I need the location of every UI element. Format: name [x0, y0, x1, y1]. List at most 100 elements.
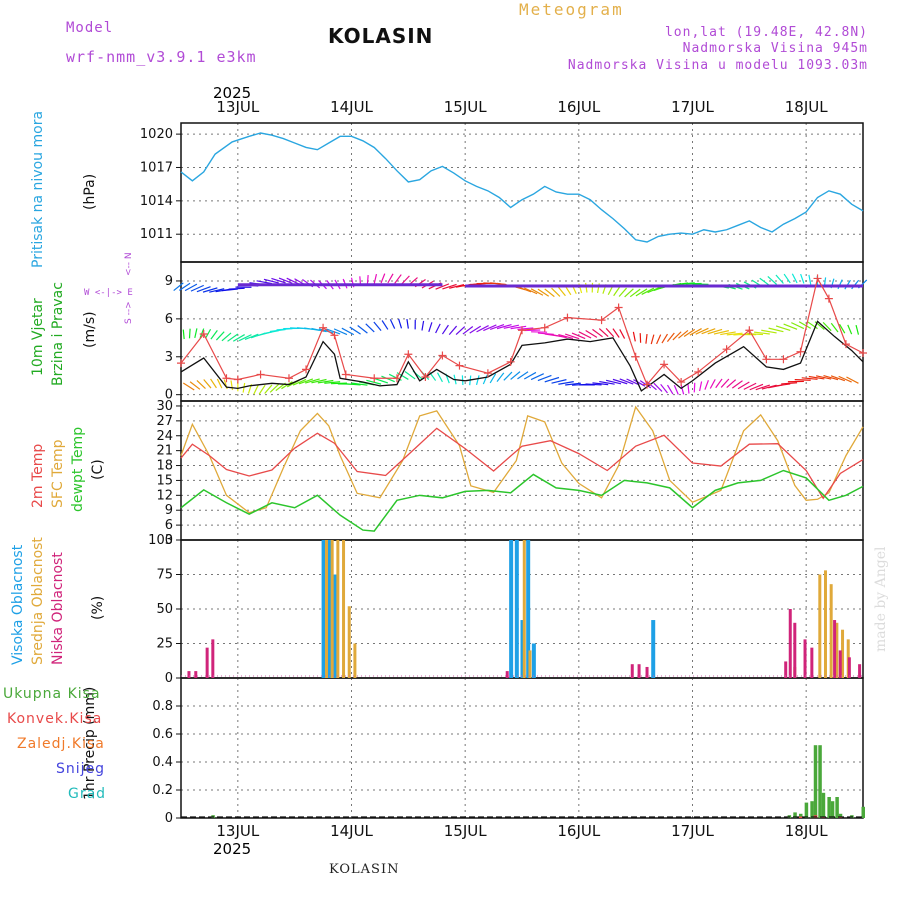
wind-barb: [292, 378, 307, 386]
wind-barb: [326, 328, 341, 335]
total-rain-bar: [821, 792, 826, 818]
wind-barb: [373, 321, 382, 331]
wind-barb: [618, 287, 628, 297]
wind-barb: [305, 378, 320, 384]
mid-cloud-bar: [353, 643, 357, 678]
x-tick-label-top: 16JUL: [557, 98, 600, 116]
wind-barb: [173, 282, 184, 292]
y-tick-label: 25: [156, 637, 173, 652]
wind-barb: [767, 275, 778, 285]
x-tick-label-top: 17JUL: [671, 98, 714, 116]
wind-barb: [847, 324, 853, 335]
wind-barb: [263, 278, 279, 284]
high-cloud-bar: [327, 540, 332, 678]
high-cloud-bar: [514, 540, 519, 678]
wind-barb: [435, 283, 450, 290]
low-cloud-bar: [858, 664, 862, 678]
convective-rain-bar: [798, 816, 803, 818]
wind-barb: [612, 378, 628, 385]
wind-barb: [517, 327, 534, 330]
wind-barb: [704, 380, 709, 390]
wind-barb: [749, 383, 764, 391]
gust-marker: [540, 323, 549, 332]
wind-barb: [449, 283, 465, 289]
y-tick-label: 6: [165, 312, 173, 327]
wind-barb: [678, 329, 689, 339]
wind-barb: [605, 327, 615, 338]
wind-barb: [599, 380, 615, 385]
wind-barb: [448, 325, 458, 335]
wind-barb: [754, 331, 770, 335]
gust-marker: [256, 370, 265, 379]
wind-barb: [204, 328, 212, 339]
wind-barb: [179, 282, 191, 291]
wind-barb: [626, 378, 640, 386]
y-tick-label: 18: [156, 459, 173, 474]
gust-marker: [330, 331, 339, 340]
wind-barb: [791, 273, 798, 284]
wind-barb: [838, 375, 852, 383]
low-cloud-bar: [187, 671, 191, 678]
wind-barb: [238, 334, 252, 342]
high-cloud-bar: [520, 620, 525, 678]
meteogram-title: Meteogram: [519, 0, 624, 19]
wind-barb: [775, 274, 784, 284]
wind-barb: [333, 328, 348, 336]
wind-barb: [592, 328, 603, 338]
wind-barb: [344, 383, 361, 386]
gust-marker: [518, 326, 526, 335]
wind-barb: [210, 378, 217, 389]
wind-barb: [846, 376, 859, 384]
total-rain-bar: [810, 801, 814, 818]
wind-barb: [731, 380, 743, 389]
wind-barb: [524, 287, 538, 295]
wind-barb: [406, 318, 409, 329]
wind-barb: [221, 332, 232, 342]
wind-barb: [838, 323, 846, 334]
wind-barb: [311, 378, 327, 384]
wind-barb: [517, 371, 529, 380]
gust-marker: [284, 374, 293, 383]
wind-barb: [822, 321, 832, 332]
wind-barb: [656, 334, 662, 345]
gust-marker: [813, 274, 822, 283]
panel-frame: [180, 400, 864, 541]
wind-barb: [190, 284, 204, 292]
wind-barb: [258, 384, 266, 395]
wind-barb: [585, 282, 588, 293]
wind-barb: [341, 327, 355, 336]
wind-barb: [537, 374, 552, 382]
station-title: KOLASIN: [328, 24, 434, 48]
wind-barb: [775, 325, 791, 331]
wind-barb: [558, 334, 574, 340]
wind-barb: [489, 373, 497, 384]
total-rain-bar: [827, 797, 831, 818]
wind-barb: [230, 380, 234, 391]
low-cloud-bar: [847, 657, 851, 678]
gust-marker: [824, 294, 833, 303]
wind-barb: [530, 373, 544, 381]
gust-marker: [506, 357, 515, 366]
low-cloud-bar: [838, 650, 842, 678]
wind-barb: [653, 382, 663, 392]
wind-barb: [475, 375, 480, 386]
wind-barb: [455, 326, 466, 336]
total-rain-bar: [813, 745, 818, 818]
legend-frozen-rain: Zaledj.Kisa: [17, 736, 105, 752]
y-tick-label: 50: [156, 602, 173, 617]
wind-barb: [660, 383, 668, 394]
mid-cloud-bar: [841, 629, 845, 678]
wind-barb: [585, 329, 598, 338]
legend-total-rain: Ukupna Kisa: [3, 686, 101, 702]
wind-compass: <-- N W <-|-> E S -->: [84, 252, 146, 328]
wind-barb: [349, 326, 361, 335]
wind-barb: [791, 322, 805, 330]
wind-barb: [389, 319, 396, 329]
wind-barb: [462, 326, 474, 335]
mid-cloud-bar: [823, 570, 827, 678]
altitude-label: Nadmorska Visina 945m: [682, 41, 868, 56]
wind-barb: [558, 381, 574, 385]
total-rain-bar: [798, 813, 803, 818]
wind-barb: [598, 328, 609, 338]
low-cloud-bar: [505, 671, 509, 678]
